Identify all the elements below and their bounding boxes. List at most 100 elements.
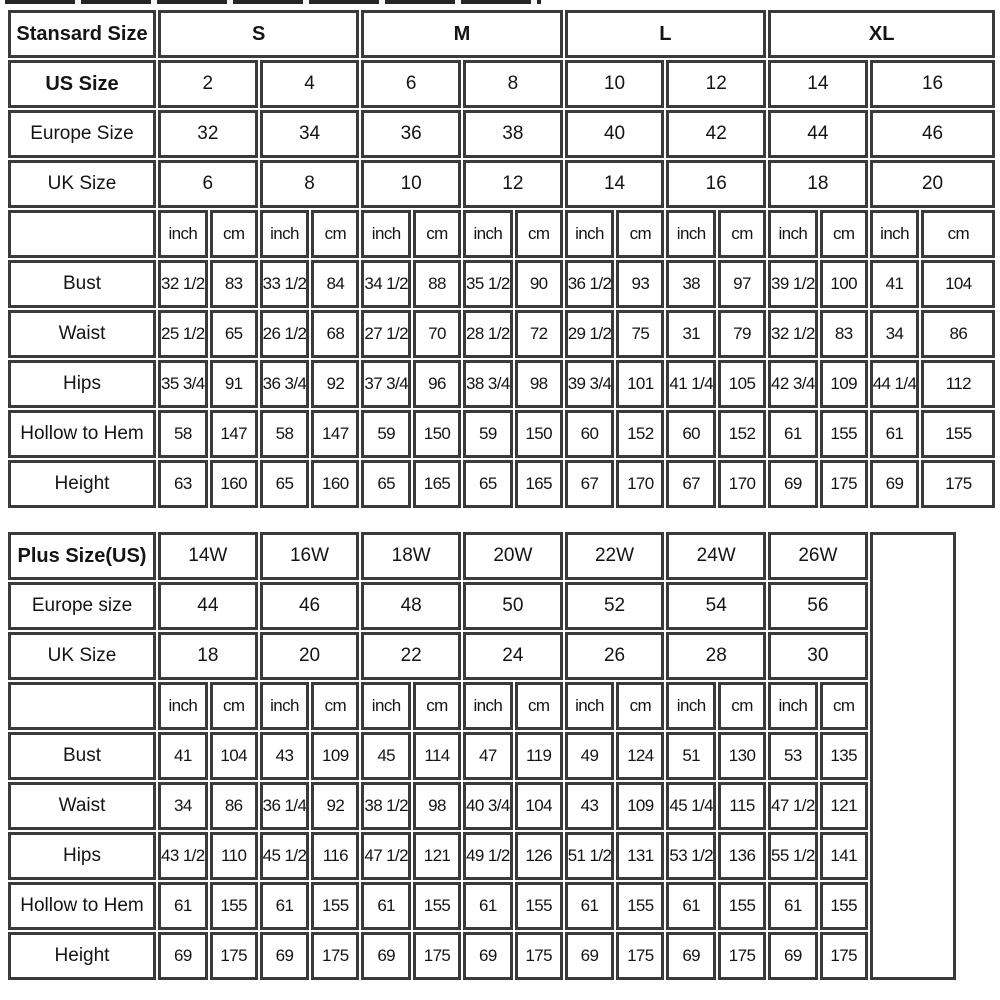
cell: 69 [666,932,717,980]
cell: 26W [768,532,868,580]
cell: 65 [361,460,412,508]
cell: 10 [361,160,462,208]
cell: 51 [666,732,717,780]
cell: 12 [463,160,563,208]
cell: 96 [413,360,462,408]
cell: 2 [158,60,258,108]
cell: 61 [259,882,310,930]
row-waist: Waist 25 1/2 65 26 1/2 68 27 1/2 70 28 1… [8,310,996,358]
unit-cell: inch [768,210,818,258]
cell: 54 [666,582,767,630]
cell: 49 1/2 [463,832,513,880]
cell: 109 [311,732,360,780]
cell: 75 [616,310,665,358]
unit-cell: inch [463,682,513,730]
cell: 45 1/4 [666,782,717,830]
row-bust: Bust 41 104 43 109 45 114 47 119 49 124 … [8,732,956,780]
cell: 175 [921,460,996,508]
cell: 61 [768,882,818,930]
row-label: Height [8,460,156,508]
cell: 20 [259,632,360,680]
cell: 47 1/2 [361,832,412,880]
row-label: Bust [8,260,156,308]
cell: 25 1/2 [158,310,208,358]
cell: 114 [413,732,462,780]
cell: 16 [869,60,996,108]
cell: 175 [311,932,360,980]
cell: 26 [564,632,665,680]
standard-size-table: Stansard Size S M L XL US Size 2 4 6 8 1… [6,8,997,510]
cell: 115 [718,782,767,830]
cell: 43 [564,782,615,830]
cell: 65 [259,460,310,508]
cell: 155 [209,882,258,930]
cell: 69 [564,932,615,980]
cell: 24W [666,532,767,580]
cell: 83 [209,260,258,308]
cell: 69 [259,932,310,980]
cell: 44 [158,582,258,630]
cell: 175 [209,932,258,980]
cell: 97 [718,260,767,308]
cell: 67 [666,460,717,508]
unit-cell: inch [768,682,818,730]
row-label: Waist [8,782,156,830]
cell: 26 1/2 [259,310,310,358]
cell: 155 [616,882,665,930]
row-label: Bust [8,732,156,780]
cell: 22 [361,632,462,680]
cell: 92 [311,782,360,830]
cell: 61 [158,882,208,930]
unit-cell: inch [564,210,615,258]
cell: 41 [869,260,920,308]
row-height: Height 63 160 65 160 65 165 65 165 67 17… [8,460,996,508]
cell: 147 [311,410,360,458]
cell: 18W [361,532,462,580]
cell: 14W [158,532,258,580]
row-europe-size: Europe size 44 46 48 50 52 54 56 [8,582,956,630]
cell: 160 [311,460,360,508]
cell: 14 [768,60,868,108]
cell: 20 [869,160,996,208]
cell: 34 [158,782,208,830]
cell: 40 3/4 [463,782,513,830]
row-label: Stansard Size [8,10,156,58]
cell: 10 [564,60,665,108]
cell: 34 1/2 [361,260,412,308]
cell: 86 [209,782,258,830]
cell: 42 [666,110,767,158]
cell: 92 [311,360,360,408]
cell: 46 [869,110,996,158]
cell: 104 [921,260,996,308]
cell: 136 [718,832,767,880]
unit-cell: cm [413,210,462,258]
cell: 104 [514,782,563,830]
cell: 45 1/2 [259,832,310,880]
cell: 130 [718,732,767,780]
cell: L [564,10,767,58]
unit-cell: cm [921,210,996,258]
cell: 27 1/2 [361,310,412,358]
cell: 98 [413,782,462,830]
cell: 61 [564,882,615,930]
cell: 4 [259,60,360,108]
cell: 152 [718,410,767,458]
cell: 110 [209,832,258,880]
cell: XL [768,10,996,58]
row-waist: Waist 34 86 36 1/4 92 38 1/2 98 40 3/4 1… [8,782,956,830]
unit-cell: cm [514,210,563,258]
cell: 131 [616,832,665,880]
cell: 150 [514,410,563,458]
row-uk-size: UK Size 18 20 22 24 26 28 30 [8,632,956,680]
cell: 37 3/4 [361,360,412,408]
row-label: Hips [8,832,156,880]
unit-cell: cm [514,682,563,730]
cell: 18 [768,160,868,208]
cell: 32 [158,110,258,158]
cell: 38 [463,110,563,158]
cell: 93 [616,260,665,308]
cell: 53 1/2 [666,832,717,880]
cell: 175 [718,932,767,980]
plus-size-table: Plus Size(US) 14W 16W 18W 20W 22W 24W 26… [6,530,958,982]
